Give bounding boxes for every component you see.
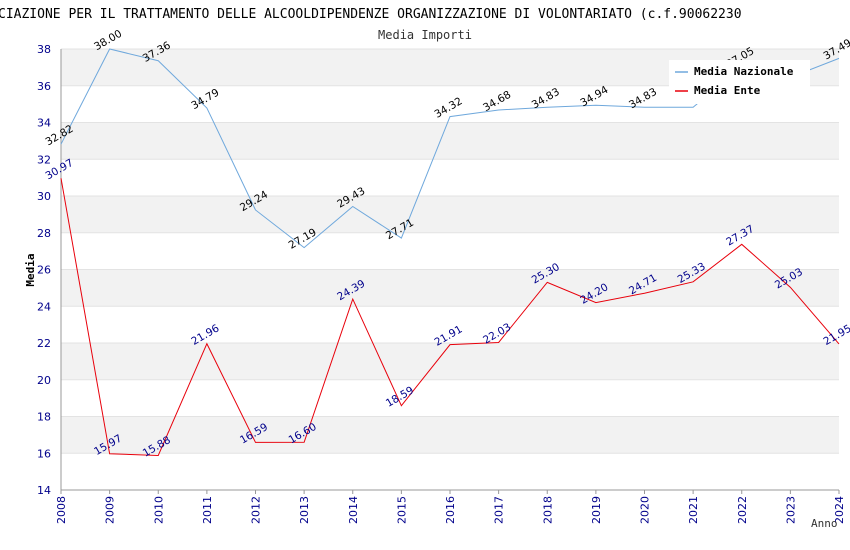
y-tick-label: 26 xyxy=(37,264,51,277)
x-tick-label: 2011 xyxy=(201,496,214,524)
grid-band xyxy=(61,196,839,233)
chart-title: CIAZIONE PER IL TRATTAMENTO DELLE ALCOOL… xyxy=(0,7,742,22)
data-label-ente: 18.59 xyxy=(384,384,416,409)
grid-band xyxy=(61,416,839,454)
x-tick-label: 2009 xyxy=(104,496,117,524)
x-tick-label: 2018 xyxy=(541,496,554,524)
x-tick-label: 2021 xyxy=(687,496,700,524)
x-tick-label: 2022 xyxy=(736,496,749,524)
y-tick-label: 16 xyxy=(37,447,51,460)
x-tick-label: 2014 xyxy=(347,496,360,524)
x-axis-label: Anno xyxy=(811,517,838,530)
y-tick-label: 18 xyxy=(37,411,51,424)
x-tick-label: 2023 xyxy=(784,496,797,524)
legend: Media Nazionale Media Ente xyxy=(669,60,810,104)
y-tick-labels: 14 16 18 20 22 24 26 28 30 32 34 36 38 xyxy=(37,43,51,497)
y-tick-label: 14 xyxy=(37,484,51,497)
grid-band xyxy=(61,269,839,307)
y-tick-label: 38 xyxy=(37,43,51,56)
x-tick-label: 2012 xyxy=(250,496,263,524)
x-tick-label: 2020 xyxy=(639,496,652,524)
y-tick-label: 36 xyxy=(37,80,51,93)
legend-label-ente: Media Ente xyxy=(694,84,761,97)
x-tick-label: 2019 xyxy=(590,496,603,524)
data-label-nazionale: 34.79 xyxy=(189,87,221,112)
x-tick-label: 2008 xyxy=(55,496,68,524)
grid-band xyxy=(61,122,839,160)
x-tick-label: 2015 xyxy=(395,496,408,524)
x-tick-label: 2024 xyxy=(833,496,846,524)
series-line-media-ente xyxy=(60,178,840,456)
x-tick-label: 2016 xyxy=(444,496,457,524)
y-tick-label: 30 xyxy=(37,190,51,203)
legend-box xyxy=(669,60,810,104)
x-tick-labels: 2008 2009 2010 2011 2012 2013 2014 2015 2016 2017… xyxy=(55,490,846,524)
chart-subtitle: Media Importi xyxy=(378,28,472,42)
grid-band xyxy=(61,343,839,380)
y-tick-label: 32 xyxy=(37,153,51,166)
legend-label-nazionale: Media Nazionale xyxy=(694,65,794,78)
data-label-nazionale: 34.32 xyxy=(432,95,464,120)
x-tick-label: 2010 xyxy=(152,496,165,524)
y-tick-label: 22 xyxy=(37,337,51,350)
x-tick-label: 2017 xyxy=(493,496,506,524)
y-axis-label: Media xyxy=(24,253,37,286)
y-tick-label: 28 xyxy=(37,227,51,240)
y-tick-label: 24 xyxy=(37,300,51,313)
y-tick-label: 34 xyxy=(37,117,51,130)
x-tick-label: 2013 xyxy=(298,496,311,524)
y-tick-label: 20 xyxy=(37,374,51,387)
